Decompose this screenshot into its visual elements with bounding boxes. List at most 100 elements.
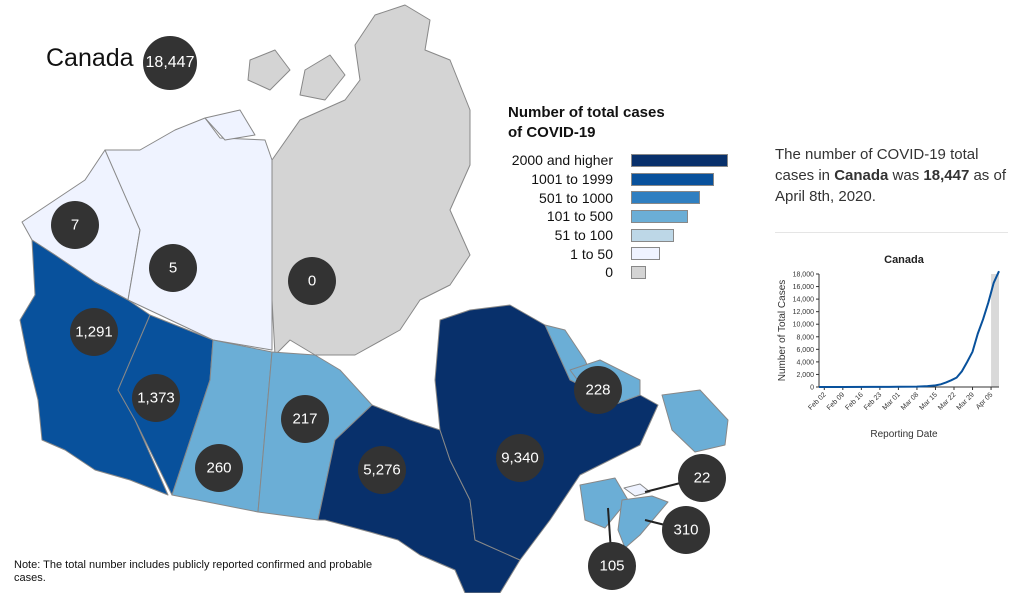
legend-title-line2: of COVID-19 [508,124,596,141]
y-tick-label: 18,000 [793,272,815,279]
summary-text: The number of COVID-19 total cases in Ca… [775,144,1010,207]
summary-suffix: as of April 8th, 2020. [775,167,1006,205]
bubble-value: 5,276 [363,462,401,479]
bubble-value: 217 [292,411,317,428]
region-nova-scotia[interactable] [617,495,669,549]
x-tick-label: Feb 16 [844,391,864,411]
legend-item: 501 to 1000 [496,188,736,207]
region-british-columbia[interactable] [19,239,169,496]
legend-item: 51 to 100 [496,226,736,245]
region-bubble: 228 [574,366,622,414]
bubble-circle [588,542,636,590]
region-bubble: 7 [51,201,99,249]
region-bubble: 22 [678,454,726,502]
legend-item: 1 to 50 [496,244,736,263]
bubble-value: 9,340 [501,450,539,467]
legend-title: Number of total cases of COVID-19 [508,103,698,143]
legend-item-label: 1001 to 1999 [531,171,613,188]
summary-middle: was [888,167,924,184]
legend-item: 1001 to 1999 [496,170,736,189]
footnote: Note: The total number includes publicly… [14,559,373,584]
bubble-circle [358,446,406,494]
bubble-value: 5 [169,260,177,277]
bubble-circle [195,444,243,492]
legend-item-label: 2000 and higher [511,152,613,169]
bubble-value: 310 [673,522,698,539]
bubble-value: 105 [599,558,624,575]
bubble-value: 1,291 [75,324,113,341]
y-tick-label: 16,000 [793,284,815,291]
bubble-circle [149,244,197,292]
x-tick-label: Mar 08 [900,391,920,411]
y-tick-label: 8,000 [796,334,814,341]
region-bubble: 260 [195,444,243,492]
legend-swatch [631,191,700,205]
region-bubble: 9,340 [496,434,544,482]
legend-title-line1: Number of total cases [508,104,665,121]
legend-item-label: 51 to 100 [554,227,613,244]
bubble-circle [70,308,118,356]
y-tick-label: 6,000 [796,347,814,354]
map-legend: Number of total cases of COVID-19 2000 a… [496,103,736,282]
x-axis-label: Reporting Date [870,429,938,440]
legend-item: 2000 and higher [496,151,736,170]
region-newfoundland-island[interactable] [661,389,729,453]
region-nunavut-island-2[interactable] [247,49,291,91]
bubble-circle [281,395,329,443]
legend-items: 2000 and higher 1001 to 1999 501 to 1000… [496,151,736,282]
bubble-value: 0 [308,273,316,290]
bubble-value: 1,373 [137,390,175,407]
region-quebec[interactable] [434,304,659,561]
recent-period-highlight [991,274,999,387]
legend-swatch [631,209,688,223]
bubble-value: 260 [206,460,231,477]
legend-swatch [631,247,660,261]
region-bubble: 5,276 [358,446,406,494]
bubble-circle [662,506,710,554]
legend-item-label: 101 to 500 [546,208,613,225]
national-total-bubble: 18,447 [143,36,197,90]
chart-title: Canada [884,254,925,266]
region-bubble: 1,291 [70,308,118,356]
x-tick-label: Mar 01 [881,391,901,411]
y-tick-label: 14,000 [793,297,815,304]
x-tick-label: Mar 29 [956,391,976,411]
x-tick-label: Mar 15 [919,391,939,411]
bubble-circle [574,366,622,414]
bubble-circle [132,374,180,422]
region-prince-edward-island[interactable] [623,483,651,497]
bubble-value: 228 [585,382,610,399]
summary-prefix: The number of COVID-19 total cases in [775,146,979,184]
region-bubble: 0 [288,257,336,305]
legend-swatch [631,265,646,279]
x-tick-label: Apr 05 [975,391,995,411]
region-bubble: 217 [281,395,329,443]
x-tick-label: Feb 02 [807,391,827,411]
y-tick-label: 0 [810,385,814,392]
legend-swatch [631,172,714,186]
legend-item-label: 501 to 1000 [539,189,613,206]
legend-item-label: 1 to 50 [570,245,613,262]
region-new-brunswick[interactable] [579,477,629,529]
y-tick-label: 2,000 [796,372,814,379]
region-bubble: 1,373 [132,374,180,422]
cases-trend-chart: Canada 0 2,000 4,000 6,000 8,000 10,000 12,000 1… [777,254,1000,440]
region-bubble: 105 [588,542,636,590]
region-nwt-island[interactable] [204,109,256,141]
legend-item: 101 to 500 [496,207,736,226]
bubble-circle [496,434,544,482]
legend-swatch [631,228,674,242]
bubble-circle [51,201,99,249]
y-tick-label: 12,000 [793,309,815,316]
legend-item: 0 [496,263,736,282]
region-nunavut-island-1[interactable] [299,54,346,101]
divider [775,232,1008,233]
region-bubble: 5 [149,244,197,292]
summary-place: Canada [834,167,889,184]
y-axis-label: Number of Total Cases [777,280,788,382]
legend-item-label: 0 [605,264,613,281]
bubble-value: 22 [694,470,711,487]
cases-line [819,270,1000,388]
region-northwest-territories[interactable] [104,117,273,351]
x-tick-label: Mar 22 [937,391,957,411]
